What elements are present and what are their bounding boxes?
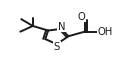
Text: O: O: [78, 12, 86, 22]
Text: N: N: [58, 22, 65, 32]
Text: S: S: [54, 42, 60, 52]
Text: OH: OH: [98, 27, 113, 37]
